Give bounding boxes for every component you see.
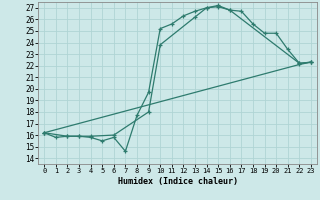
X-axis label: Humidex (Indice chaleur): Humidex (Indice chaleur): [118, 177, 238, 186]
